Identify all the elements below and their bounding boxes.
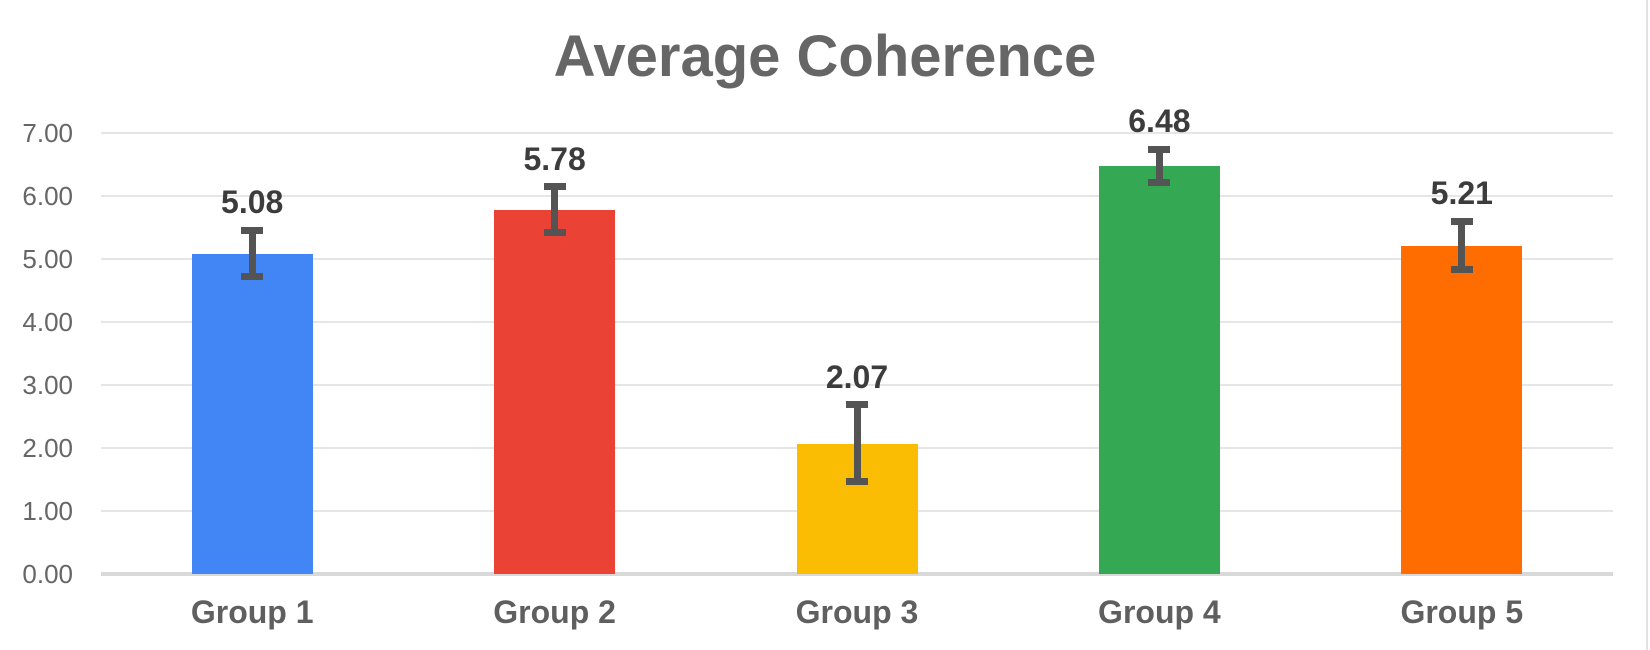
bar-value-label: 5.21	[1430, 175, 1493, 212]
error-bar-bottom-cap	[1148, 178, 1171, 186]
error-bar-bottom-cap	[241, 273, 264, 281]
y-tick-label: 4.00	[22, 307, 73, 337]
x-category-label: Group 4	[1098, 594, 1221, 630]
bar-1	[191, 253, 313, 574]
gridline	[101, 258, 1613, 260]
bar-2	[494, 209, 616, 574]
error-bar-top-cap	[1450, 217, 1473, 225]
y-tick-label: 5.00	[22, 244, 73, 274]
error-bar-top-cap	[846, 401, 868, 409]
error-bar-line	[248, 230, 256, 277]
error-bar-bottom-cap	[1450, 266, 1473, 274]
x-axis-baseline	[101, 572, 1613, 576]
gridline	[101, 132, 1613, 134]
bar-value-label: 5.08	[221, 184, 284, 221]
chart-title: Average Coherence	[553, 24, 1097, 89]
error-bar-bottom-cap	[846, 477, 868, 485]
y-tick-label: 2.00	[22, 433, 73, 463]
error-bar-top-cap	[241, 226, 264, 234]
error-bar-line	[1155, 149, 1163, 183]
bar-4	[1098, 165, 1220, 574]
bar-5	[1401, 245, 1523, 574]
error-bar-line	[1458, 221, 1466, 270]
error-bar-top-cap	[543, 183, 566, 191]
error-bar-line	[853, 404, 861, 482]
plot-area: 5.08 5.78 2.07 6.48 5.21	[101, 105, 1613, 576]
gridline	[101, 321, 1613, 323]
error-bar-line	[551, 186, 559, 233]
y-tick-label: 7.00	[22, 118, 73, 148]
x-category-label: Group 5	[1400, 594, 1524, 630]
y-tick-label: 1.00	[22, 496, 73, 526]
bar-value-label: 5.78	[523, 140, 586, 177]
error-bar-bottom-cap	[543, 229, 566, 237]
x-category-label: Group 3	[795, 594, 919, 630]
x-axis: Group 1 Group 2 Group 3 Group 4 Group 5	[101, 592, 1613, 636]
screenshot-right-edge	[1646, 0, 1648, 650]
x-category-label: Group 2	[493, 594, 616, 630]
y-tick-label: 3.00	[22, 370, 73, 400]
bar-value-label: 6.48	[1128, 103, 1191, 140]
y-tick-label: 6.00	[22, 181, 73, 211]
bar-value-label: 2.07	[825, 358, 889, 395]
gridline	[101, 384, 1613, 386]
error-bar-top-cap	[1148, 145, 1171, 153]
y-axis: 0.00 1.00 2.00 3.00 4.00 5.00 6.00 7.00	[0, 120, 73, 587]
x-category-label: Group 1	[190, 594, 314, 630]
gridline	[101, 195, 1613, 197]
y-tick-label: 0.00	[22, 559, 73, 589]
